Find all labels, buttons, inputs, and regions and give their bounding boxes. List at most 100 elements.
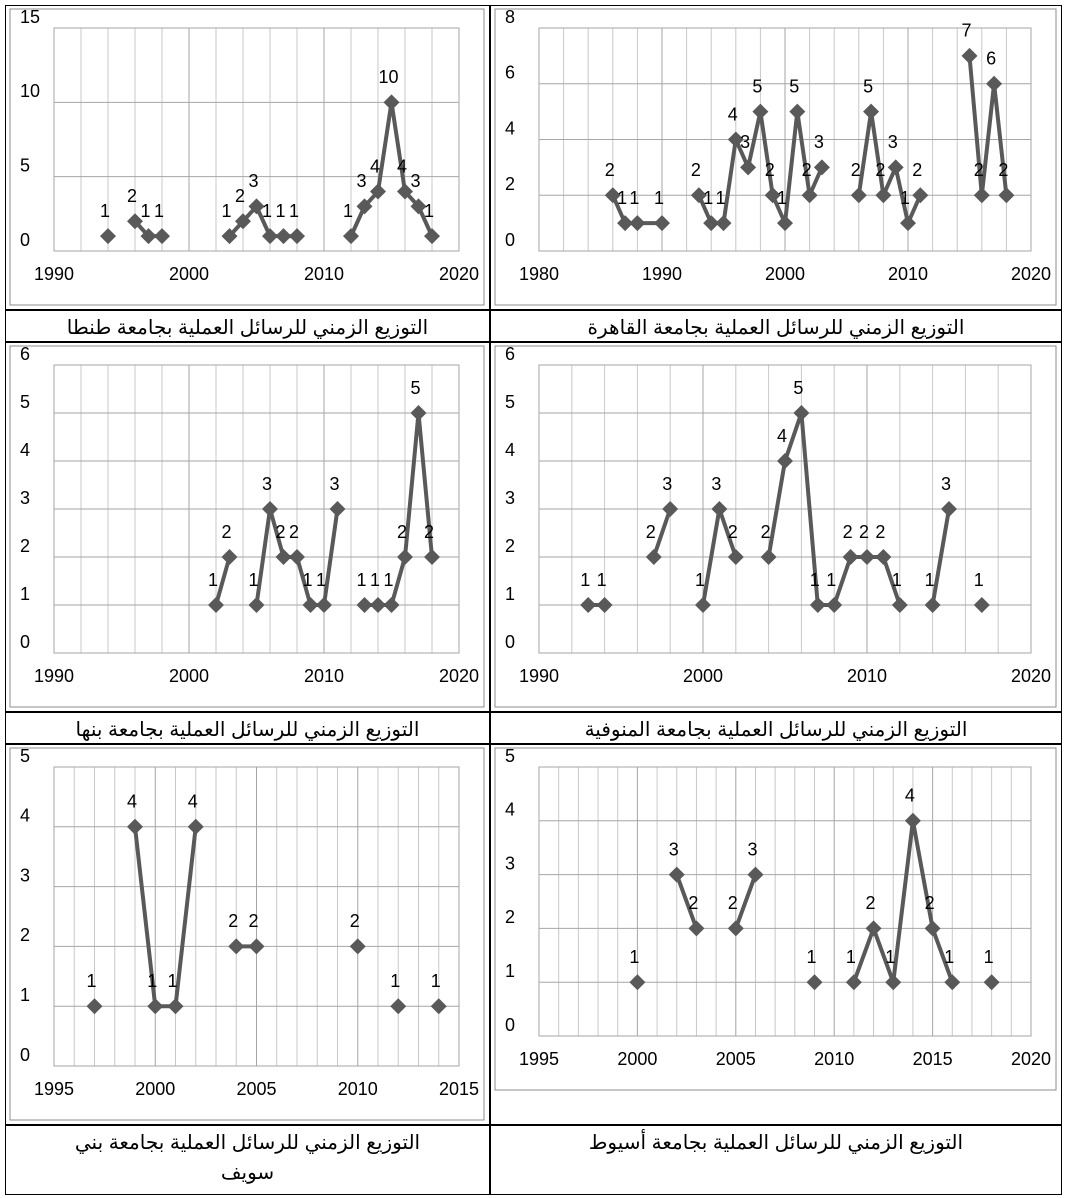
y-tick-label: 3 (505, 853, 515, 873)
y-tick-label: 0 (505, 230, 515, 250)
data-label: 1 (925, 570, 935, 590)
data-label: 1 (826, 570, 836, 590)
point-marker (370, 597, 386, 613)
data-label: 2 (275, 522, 285, 542)
point-marker (289, 549, 305, 565)
point-marker (228, 938, 245, 955)
data-label: 1 (703, 188, 713, 208)
data-label: 1 (370, 570, 380, 590)
point-marker (397, 183, 413, 200)
data-label: 3 (669, 839, 679, 859)
data-label: 1 (715, 188, 725, 208)
x-tick-label: 2000 (135, 1079, 175, 1099)
point-marker (221, 228, 238, 245)
point-marker (302, 597, 319, 613)
point-marker (727, 131, 744, 148)
x-tick-label: 2000 (169, 264, 209, 284)
point-marker (826, 597, 843, 613)
data-label: 1 (892, 570, 902, 590)
data-label: 1 (654, 188, 664, 208)
data-label: 2 (688, 893, 698, 913)
point-marker (983, 974, 1000, 991)
data-label: 1 (390, 971, 400, 991)
data-label: 2 (875, 160, 885, 180)
data-label: 3 (356, 171, 366, 191)
point-marker (668, 866, 685, 883)
point-marker (410, 405, 427, 421)
point-marker (924, 597, 941, 613)
data-label: 2 (221, 522, 231, 542)
y-tick-label: 1 (505, 584, 515, 604)
x-tick-label: 2015 (439, 1079, 479, 1099)
point-marker (654, 215, 670, 232)
point-marker (887, 159, 904, 176)
data-label: 6 (986, 49, 996, 69)
data-label: 1 (777, 188, 787, 208)
y-tick-label: 8 (505, 7, 515, 27)
point-marker (221, 549, 238, 565)
data-label: 2 (912, 160, 922, 180)
chart: 0 1 2 3 4 5 1995 2000 2005 2010 2015 2020 1 3 2 2 3 1 1 2 1 4… (494, 746, 1057, 1091)
y-tick-label: 5 (505, 746, 515, 766)
data-label: 3 (747, 839, 757, 859)
point-marker (695, 597, 711, 613)
data-label: 1 (248, 570, 258, 590)
point-marker (349, 938, 366, 955)
plot-border (538, 766, 1032, 1037)
point-marker (777, 215, 793, 232)
point-marker (629, 215, 646, 232)
y-tick-label: 3 (505, 488, 515, 508)
x-tick-label: 2020 (439, 264, 479, 284)
data-label: 2 (761, 522, 771, 542)
point-marker (208, 597, 224, 613)
y-tick-label: 5 (505, 392, 515, 412)
data-label: 1 (846, 947, 856, 967)
data-label: 2 (350, 911, 360, 931)
point-marker (235, 213, 251, 230)
data-label: 1 (383, 570, 393, 590)
data-label: 2 (875, 522, 885, 542)
data-label: 2 (397, 522, 407, 542)
y-tick-label: 5 (20, 392, 30, 412)
x-tick-label: 2000 (617, 1049, 657, 1069)
y-tick-label: 1 (20, 985, 30, 1005)
point-marker (711, 501, 728, 517)
point-marker (809, 597, 826, 613)
data-label: 1 (356, 570, 366, 590)
point-marker (875, 187, 892, 204)
y-tick-label: 4 (505, 440, 515, 460)
plot-border (53, 364, 460, 654)
data-label: 3 (410, 171, 420, 191)
chart-caption: التوزيع الزمني للرسائل العملية بجامعة طن… (5, 310, 490, 342)
point-marker (747, 866, 764, 883)
y-tick-label: 3 (20, 865, 30, 885)
point-marker (629, 974, 646, 991)
y-tick-label: 0 (20, 1045, 30, 1065)
point-marker (885, 974, 902, 991)
x-tick-label: 2015 (913, 1049, 953, 1069)
x-tick-label: 1990 (34, 666, 74, 686)
data-label: 1 (275, 201, 285, 221)
point-marker (383, 94, 400, 111)
point-marker (690, 187, 707, 204)
data-label: 1 (140, 201, 150, 221)
point-marker (410, 198, 427, 215)
chart-caption: التوزيع الزمني للرسائل العملية بجامعة أس… (490, 1125, 1062, 1195)
point-marker (262, 228, 278, 245)
point-marker (100, 228, 116, 245)
x-tick-label: 2005 (716, 1049, 756, 1069)
data-label: 5 (793, 378, 803, 398)
point-marker (645, 549, 662, 565)
point-marker (850, 187, 867, 204)
y-tick-label: 6 (505, 344, 515, 364)
data-label: 2 (802, 160, 812, 180)
point-marker (875, 549, 892, 565)
data-label: 2 (974, 160, 984, 180)
y-tick-label: 6 (20, 344, 30, 364)
data-label: 2 (424, 522, 434, 542)
x-tick-label: 2010 (304, 264, 344, 284)
point-marker (390, 998, 407, 1015)
point-marker (703, 215, 720, 232)
data-label: 2 (248, 911, 258, 931)
